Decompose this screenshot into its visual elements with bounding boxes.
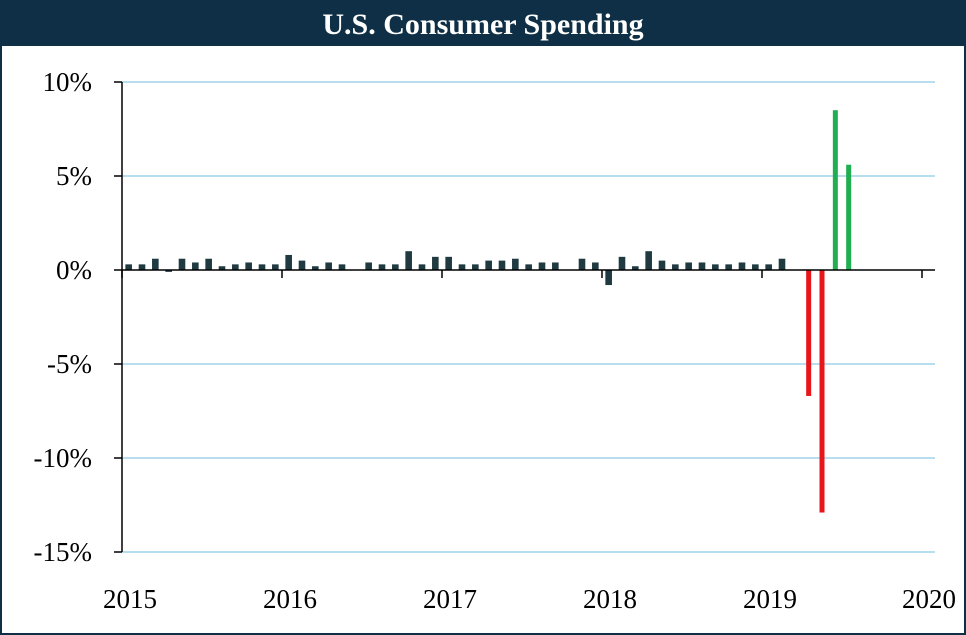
bar bbox=[138, 264, 146, 270]
bar bbox=[605, 270, 612, 286]
bar bbox=[405, 251, 412, 270]
bar bbox=[432, 256, 439, 270]
bar bbox=[445, 256, 452, 270]
bar bbox=[832, 110, 838, 270]
y-tick-label: 5% bbox=[56, 161, 92, 191]
bars bbox=[125, 110, 852, 513]
bar bbox=[778, 258, 786, 270]
bar bbox=[192, 262, 199, 270]
bar bbox=[218, 266, 226, 270]
bar bbox=[658, 260, 666, 270]
bar bbox=[178, 258, 186, 270]
bar bbox=[538, 262, 546, 270]
bar bbox=[125, 264, 132, 270]
bar bbox=[418, 264, 426, 270]
bar bbox=[285, 254, 292, 270]
bar bbox=[725, 264, 732, 270]
bar bbox=[738, 262, 746, 270]
bar bbox=[152, 258, 159, 270]
tick-labels: 10% 5% 0% -5% -10% -15% 2015 2016 2017 2018 2019 20… bbox=[34, 67, 956, 614]
bar bbox=[846, 164, 852, 270]
bar bbox=[458, 264, 466, 270]
bar bbox=[752, 264, 759, 270]
y-tick-label: -10% bbox=[34, 443, 92, 473]
bar bbox=[765, 264, 772, 270]
bar bbox=[512, 258, 519, 270]
bar bbox=[392, 264, 399, 270]
chart-title: U.S. Consumer Spending bbox=[2, 2, 964, 46]
bar bbox=[498, 260, 506, 270]
bar bbox=[378, 264, 386, 270]
x-tick-label: 2016 bbox=[263, 584, 317, 614]
bar bbox=[298, 260, 306, 270]
bar bbox=[232, 264, 239, 270]
bar bbox=[672, 264, 679, 270]
bar bbox=[472, 264, 479, 270]
x-tick-label: 2017 bbox=[423, 584, 477, 614]
bar bbox=[618, 256, 626, 270]
grid-lines bbox=[122, 81, 935, 553]
bar bbox=[806, 270, 812, 396]
bar bbox=[578, 258, 586, 270]
x-tick-label: 2018 bbox=[583, 584, 637, 614]
bar bbox=[258, 264, 266, 270]
y-tick-label: -5% bbox=[47, 349, 92, 379]
bar bbox=[165, 270, 172, 272]
bar bbox=[245, 262, 252, 270]
bar bbox=[819, 270, 825, 513]
bar bbox=[698, 262, 706, 270]
y-tick-label: -15% bbox=[34, 537, 92, 567]
x-tick-label: 2019 bbox=[743, 584, 797, 614]
bar bbox=[525, 264, 532, 270]
bar bbox=[592, 262, 599, 270]
bar bbox=[552, 262, 559, 270]
bar bbox=[338, 264, 346, 270]
x-tick-label: 2020 bbox=[902, 584, 956, 614]
bar bbox=[632, 266, 639, 270]
bar bbox=[645, 251, 652, 270]
bar bbox=[712, 264, 719, 270]
bar bbox=[365, 262, 372, 270]
bar bbox=[685, 262, 692, 270]
y-tick-label: 10% bbox=[43, 67, 93, 97]
bar bbox=[325, 262, 332, 270]
y-tick-label: 0% bbox=[56, 255, 92, 285]
bar bbox=[205, 258, 212, 270]
axes bbox=[114, 81, 935, 553]
bar bbox=[312, 266, 319, 270]
x-tick-label: 2015 bbox=[103, 584, 157, 614]
bar bbox=[272, 264, 279, 270]
bar bbox=[485, 260, 492, 270]
